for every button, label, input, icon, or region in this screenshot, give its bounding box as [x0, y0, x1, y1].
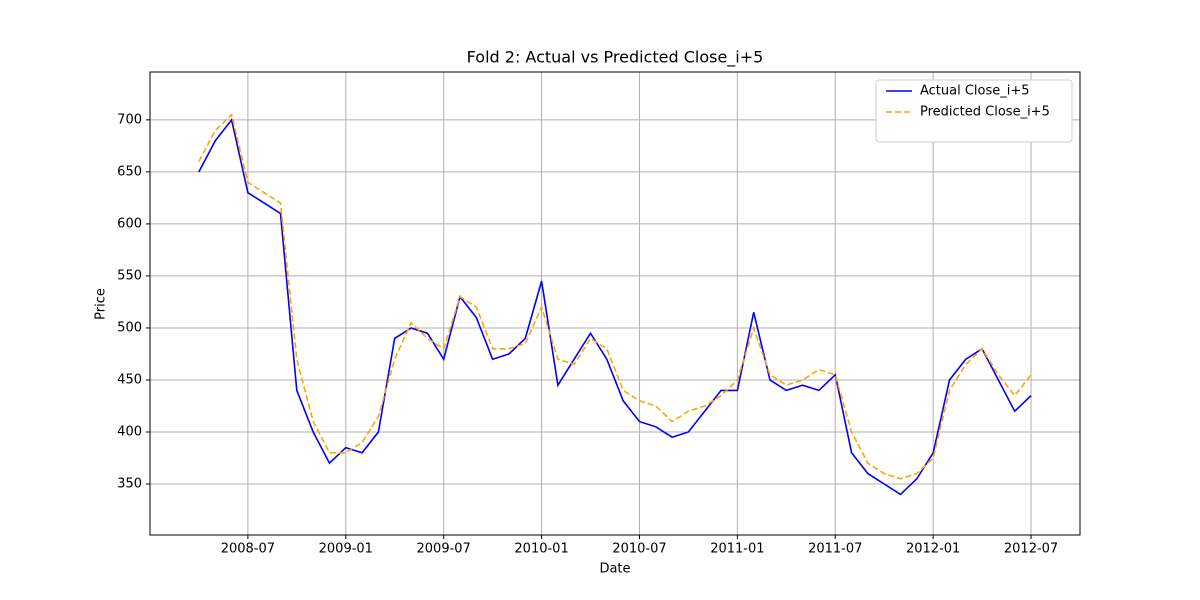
x-tick-label: 2009-07: [417, 542, 471, 557]
y-tick-label: 500: [117, 320, 142, 335]
y-tick-label: 650: [117, 164, 142, 179]
x-tick-label: 2010-07: [612, 542, 666, 557]
x-tick-label: 2009-01: [319, 542, 373, 557]
legend-label: Predicted Close_i+5: [920, 105, 1050, 120]
x-tick-label: 2011-01: [710, 542, 764, 557]
y-tick-label: 550: [117, 268, 142, 283]
y-tick-label: 600: [117, 216, 142, 231]
chart-title: Fold 2: Actual vs Predicted Close_i+5: [467, 48, 764, 68]
x-axis-label: Date: [599, 562, 630, 577]
series-line: [198, 113, 1032, 480]
y-tick-label: 400: [117, 424, 142, 439]
legend-box: [875, 79, 1073, 143]
x-tick-label: 2008-07: [221, 542, 275, 557]
y-tick-label: 700: [117, 112, 142, 127]
x-tick-label: 2011-07: [808, 542, 862, 557]
legend-label: Actual Close_i+5: [920, 84, 1030, 99]
y-axis-label: Price: [94, 288, 109, 320]
x-tick-label: 2010-01: [514, 542, 568, 557]
plot-frame: [149, 71, 1081, 536]
series-line: [198, 118, 1032, 496]
x-tick-label: 2012-07: [1004, 542, 1058, 557]
x-tick-label: 2012-01: [906, 542, 960, 557]
y-tick-label: 450: [117, 372, 142, 387]
y-tick-label: 350: [117, 477, 142, 492]
